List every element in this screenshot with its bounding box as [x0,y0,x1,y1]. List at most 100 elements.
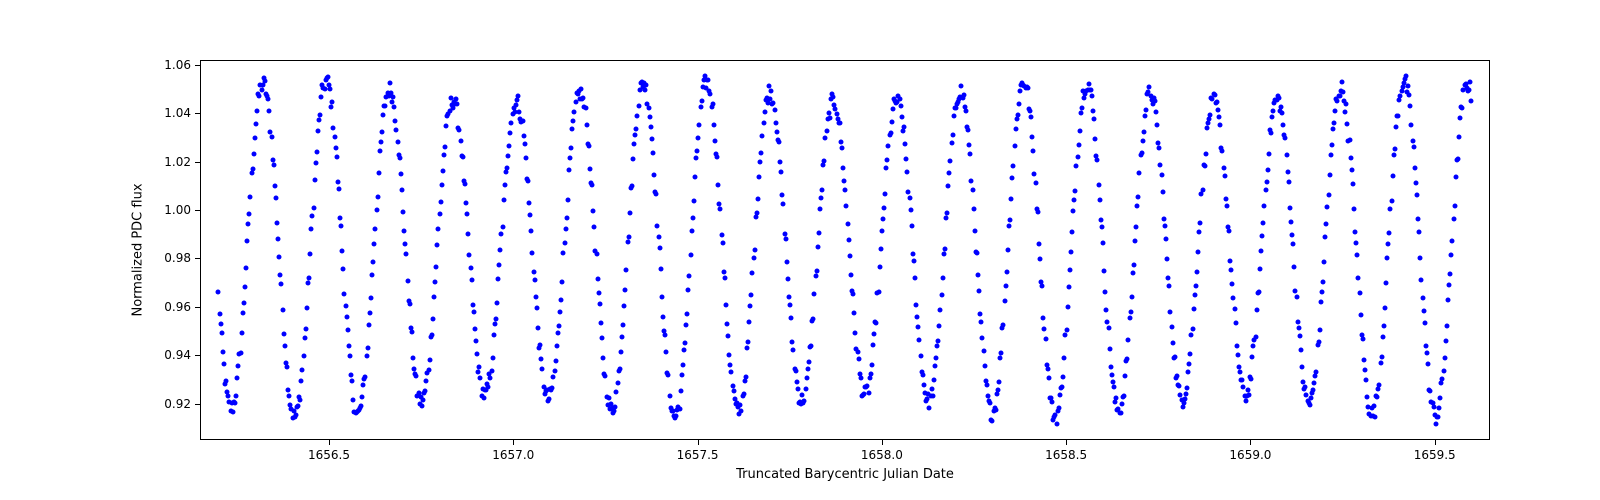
data-point [1075,155,1080,160]
data-point [780,193,785,198]
data-point [866,390,871,395]
data-point [1373,414,1378,419]
data-point [979,319,984,324]
x-tick-mark [698,440,699,445]
data-point [1220,149,1225,154]
data-point [1413,181,1418,186]
data-point [1223,197,1228,202]
data-point [251,152,256,157]
data-point [1158,163,1163,168]
data-point [1327,173,1332,178]
data-point [249,171,254,176]
data-point [579,86,584,91]
data-point [373,226,378,231]
data-point [793,369,798,374]
data-point [779,169,784,174]
data-point [1249,376,1254,381]
data-point [331,125,336,130]
data-point [692,174,697,179]
data-point [911,259,916,264]
data-point [1227,229,1232,234]
data-point [600,335,605,340]
data-point [1160,189,1165,194]
data-point [820,187,825,192]
data-point [1050,399,1055,404]
data-point [625,240,630,245]
data-point [1419,277,1424,282]
data-point [244,266,249,271]
data-point [633,132,638,137]
data-point [942,246,947,251]
x-tick-label: 1659.5 [1414,448,1456,462]
data-point [1189,332,1194,337]
data-point [346,343,351,348]
data-point [1177,383,1182,388]
data-point [1258,266,1263,271]
data-point [1417,230,1422,235]
data-point [1185,385,1190,390]
data-point [1161,216,1166,221]
data-point [885,158,890,163]
data-point [1455,156,1460,161]
data-point [995,388,1000,393]
data-point [365,346,370,351]
y-tick-mark [195,404,200,405]
data-point [284,365,289,370]
data-point [328,87,333,92]
data-point [1294,294,1299,299]
data-point [1040,283,1045,288]
data-point [238,351,243,356]
data-point [1406,84,1411,89]
data-point [935,344,940,349]
data-point [269,135,274,140]
data-point [681,347,686,352]
data-point [1172,355,1177,360]
data-point [652,172,657,177]
data-point [872,332,877,337]
data-point [1378,361,1383,366]
data-point [1095,157,1100,162]
data-point [751,256,756,261]
data-point [841,166,846,171]
data-point [1403,74,1408,79]
data-point [436,227,441,232]
data-point [789,315,794,320]
data-point [1104,308,1109,313]
data-point [419,404,424,409]
data-point [1015,112,1020,117]
data-point [1068,249,1073,254]
data-point [1365,395,1370,400]
data-point [376,171,381,176]
data-point [457,128,462,133]
data-point [1337,94,1342,99]
data-point [746,340,751,345]
data-point [340,249,345,254]
data-point [1394,124,1399,129]
data-point [831,94,836,99]
data-point [603,374,608,379]
data-point [805,366,810,371]
data-point [660,314,665,319]
data-point [1186,370,1191,375]
data-point [317,117,322,122]
data-point [747,320,752,325]
data-point [1322,259,1327,264]
data-point [725,322,730,327]
data-point [937,324,942,329]
data-point [397,155,402,160]
data-point [343,304,348,309]
data-point [1245,387,1250,392]
data-point [1086,81,1091,86]
data-point [1025,86,1030,91]
data-point [300,368,305,373]
data-point [1139,150,1144,155]
data-point [1130,270,1135,275]
data-point [540,366,545,371]
data-point [618,349,623,354]
data-point [816,231,821,236]
data-point [848,272,853,277]
data-point [706,78,711,83]
data-point [760,134,765,139]
data-point [1035,209,1040,214]
data-point [409,329,414,334]
